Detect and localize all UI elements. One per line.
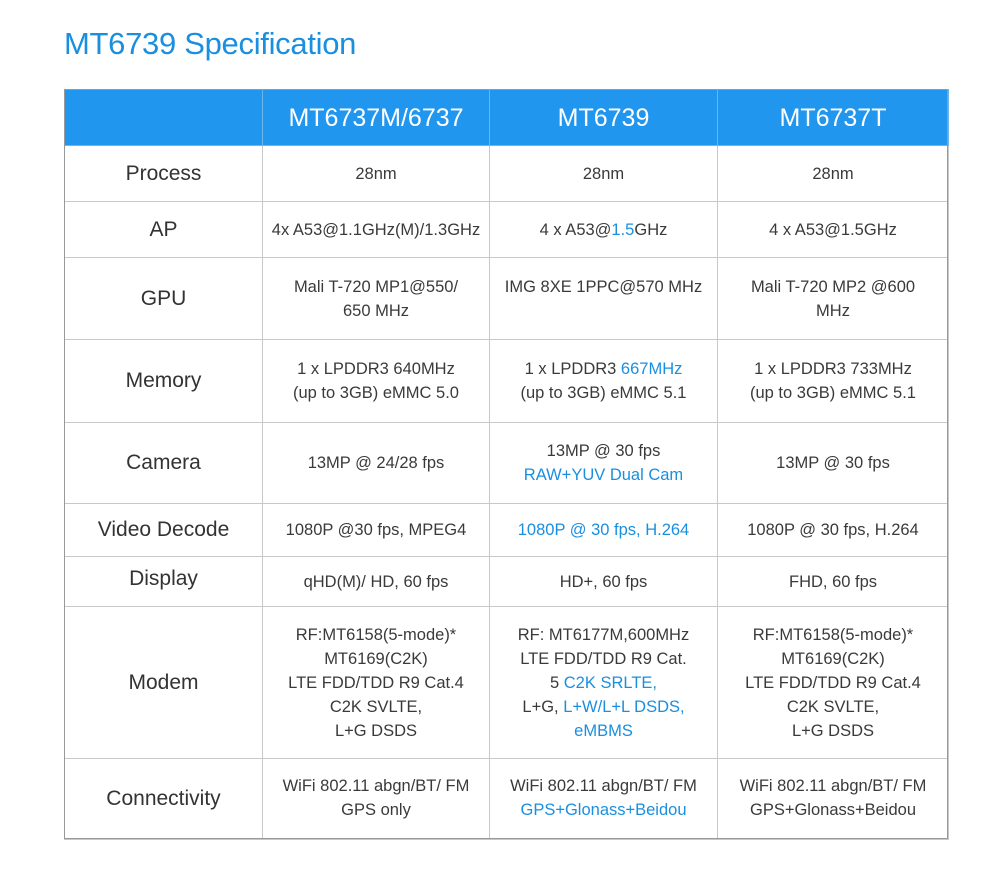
modem-mt6737m-line1: RF:MT6158(5-mode)* [295,625,457,644]
connectivity-mt6739-line1: WiFi 802.11 abgn/BT/ FM [510,777,697,795]
cell-gpu-mt6739: IMG 8XE 1PPC@570 MHz [489,257,718,340]
cell-ap-mt6737m: 4x A53@1.1GHz(M)/1.3GHz [262,201,490,258]
cell-display-mt6739: HD+, 60 fps [489,556,718,607]
modem-mt6739-line1: RF: MT6177M,600MHz [517,625,690,644]
row-label-gpu: GPU [64,257,263,340]
cell-memory-mt6739: 1 x LPDDR3 667MHz (up to 3GB) eMMC 5.1 [489,339,718,423]
cell-modem-mt6737m: RF:MT6158(5-mode)* MT6169(C2K) LTE FDD/T… [262,606,490,759]
header-cell-empty [64,89,263,146]
cell-camera-mt6737t: 13MP @ 30 fps [717,422,949,504]
header-cell-mt6739: MT6739 [489,89,718,146]
modem-mt6737t-line4: C2K SVLTE, [786,697,880,716]
row-label-modem: Modem [64,606,263,759]
cell-connectivity-mt6737m: WiFi 802.11 abgn/BT/ FM GPS only [262,758,490,840]
cell-modem-mt6739: RF: MT6177M,600MHz LTE FDD/TDD R9 Cat. 5… [489,606,718,759]
table-row-display: Display qHD(M)/ HD, 60 fps HD+, 60 fps F… [64,556,949,607]
cell-camera-mt6737m: 13MP @ 24/28 fps [262,422,490,504]
row-label-connectivity: Connectivity [64,758,263,840]
memory-mt6737t-line1: 1 x LPDDR3 733MHz [754,360,912,378]
cell-process-mt6737t: 28nm [717,145,949,202]
row-label-process: Process [64,145,263,202]
header-cell-mt6737t: MT6737T [717,89,949,146]
memory-mt6737m-line2: (up to 3GB) eMMC 5.0 [293,384,459,402]
table-header-row: MT6737M/6737 MT6739 MT6737T [64,89,949,146]
header-cell-mt6737m: MT6737M/6737 [262,89,490,146]
cell-video-mt6737t: 1080P @ 30 fps, H.264 [717,503,949,557]
row-label-display: Display [64,556,263,607]
connectivity-mt6737t-line1: WiFi 802.11 abgn/BT/ FM [739,777,927,795]
cell-gpu-mt6737t: Mali T-720 MP2 @600 MHz [717,257,949,340]
gpu-mt6737m-line2: 650 MHz [342,301,410,320]
cell-modem-mt6737t: RF:MT6158(5-mode)* MT6169(C2K) LTE FDD/T… [717,606,949,759]
table-row-ap: AP 4x A53@1.1GHz(M)/1.3GHz 4 x A53@1.5GH… [64,201,949,258]
memory-mt6739-line1: 1 x LPDDR3 667MHz [494,357,713,381]
cell-connectivity-mt6737t: WiFi 802.11 abgn/BT/ FM GPS+Glonass+Beid… [717,758,949,840]
page-title: MT6739 Specification [64,26,357,61]
cell-process-mt6737m: 28nm [262,145,490,202]
modem-mt6737t-line5: L+G DSDS [791,721,875,740]
cell-ap-mt6739: 4 x A53@1.5GHz [489,201,718,258]
modem-mt6739-line3-prefix: 5 [550,673,564,692]
modem-mt6739-line2: LTE FDD/TDD R9 Cat. [520,649,687,668]
modem-mt6737t-line3: LTE FDD/TDD R9 Cat.4 [745,673,921,692]
camera-mt6739-highlight: RAW+YUV Dual Cam [523,466,684,484]
row-label-memory: Memory [64,339,263,423]
modem-mt6737m-line4: C2K SVLTE, [329,697,423,716]
modem-mt6739-line4: L+G, L+W/L+L DSDS, [494,695,713,719]
memory-mt6739-highlight: 667MHz [620,360,683,378]
modem-mt6737t-line2: MT6169(C2K) [781,649,885,668]
row-label-ap: AP [64,201,263,258]
modem-mt6739-line5: eMBMS [574,721,633,740]
cell-video-mt6737m: 1080P @30 fps, MPEG4 [262,503,490,557]
row-label-video-decode: Video Decode [64,503,263,557]
memory-mt6739-line2: (up to 3GB) eMMC 5.1 [520,384,687,402]
modem-mt6739-line3-highlight: C2K SRLTE, [563,673,657,692]
cell-connectivity-mt6739: WiFi 802.11 abgn/BT/ FM GPS+Glonass+Beid… [489,758,718,840]
memory-mt6737t-line2: (up to 3GB) eMMC 5.1 [750,384,916,402]
modem-mt6739-line4-prefix: L+G, [522,697,564,716]
memory-mt6739-prefix: 1 x LPDDR3 [524,360,621,378]
cell-process-mt6739: 28nm [489,145,718,202]
table-row-memory: Memory 1 x LPDDR3 640MHz (up to 3GB) eMM… [64,339,949,423]
cell-display-mt6737m: qHD(M)/ HD, 60 fps [262,556,490,607]
connectivity-mt6739-highlight: GPS+Glonass+Beidou [520,801,687,819]
modem-mt6737m-line5: L+G DSDS [334,721,418,740]
cell-ap-mt6737t: 4 x A53@1.5GHz [717,201,949,258]
cell-memory-mt6737t: 1 x LPDDR3 733MHz (up to 3GB) eMMC 5.1 [717,339,949,423]
modem-mt6739-line4-highlight: L+W/L+L DSDS, [563,697,685,716]
gpu-mt6737t-line2: MHz [816,301,850,320]
cell-gpu-mt6737m: Mali T-720 MP1@550/ 650 MHz [262,257,490,340]
modem-mt6739-line3: 5 C2K SRLTE, [494,671,713,695]
modem-mt6737m-line3: LTE FDD/TDD R9 Cat.4 [288,673,464,692]
table-row-modem: Modem RF:MT6158(5-mode)* MT6169(C2K) LTE… [64,606,949,759]
ap-text-suffix: GHz [634,220,668,239]
memory-mt6737m-line1: 1 x LPDDR3 640MHz [297,360,455,378]
table-row-video-decode: Video Decode 1080P @30 fps, MPEG4 1080P … [64,503,949,557]
camera-mt6739-line1: 13MP @ 30 fps [546,442,661,460]
gpu-mt6737t-line1: Mali T-720 MP2 @600 [750,277,916,296]
modem-mt6737t-line1: RF:MT6158(5-mode)* [752,625,914,644]
ap-highlight-freq: 1.5 [611,220,635,239]
table-row-camera: Camera 13MP @ 24/28 fps 13MP @ 30 fps RA… [64,422,949,504]
ap-text-prefix: 4 x A53@ [539,220,612,239]
modem-mt6737m-line2: MT6169(C2K) [324,649,428,668]
table-row-connectivity: Connectivity WiFi 802.11 abgn/BT/ FM GPS… [64,758,949,840]
row-label-camera: Camera [64,422,263,504]
cell-video-mt6739: 1080P @ 30 fps, H.264 [489,503,718,557]
table-row-process: Process 28nm 28nm 28nm [64,145,949,202]
connectivity-mt6737m-line2: GPS only [341,801,411,819]
table-row-gpu: GPU Mali T-720 MP1@550/ 650 MHz IMG 8XE … [64,257,949,340]
cell-camera-mt6739: 13MP @ 30 fps RAW+YUV Dual Cam [489,422,718,504]
connectivity-mt6737t-line2: GPS+Glonass+Beidou [749,801,917,819]
cell-display-mt6737t: FHD, 60 fps [717,556,949,607]
cell-memory-mt6737m: 1 x LPDDR3 640MHz (up to 3GB) eMMC 5.0 [262,339,490,423]
connectivity-mt6737m-line1: WiFi 802.11 abgn/BT/ FM [282,777,470,795]
gpu-mt6737m-line1: Mali T-720 MP1@550/ [293,277,459,296]
spec-table: MT6737M/6737 MT6739 MT6737T Process 28nm… [64,89,949,840]
